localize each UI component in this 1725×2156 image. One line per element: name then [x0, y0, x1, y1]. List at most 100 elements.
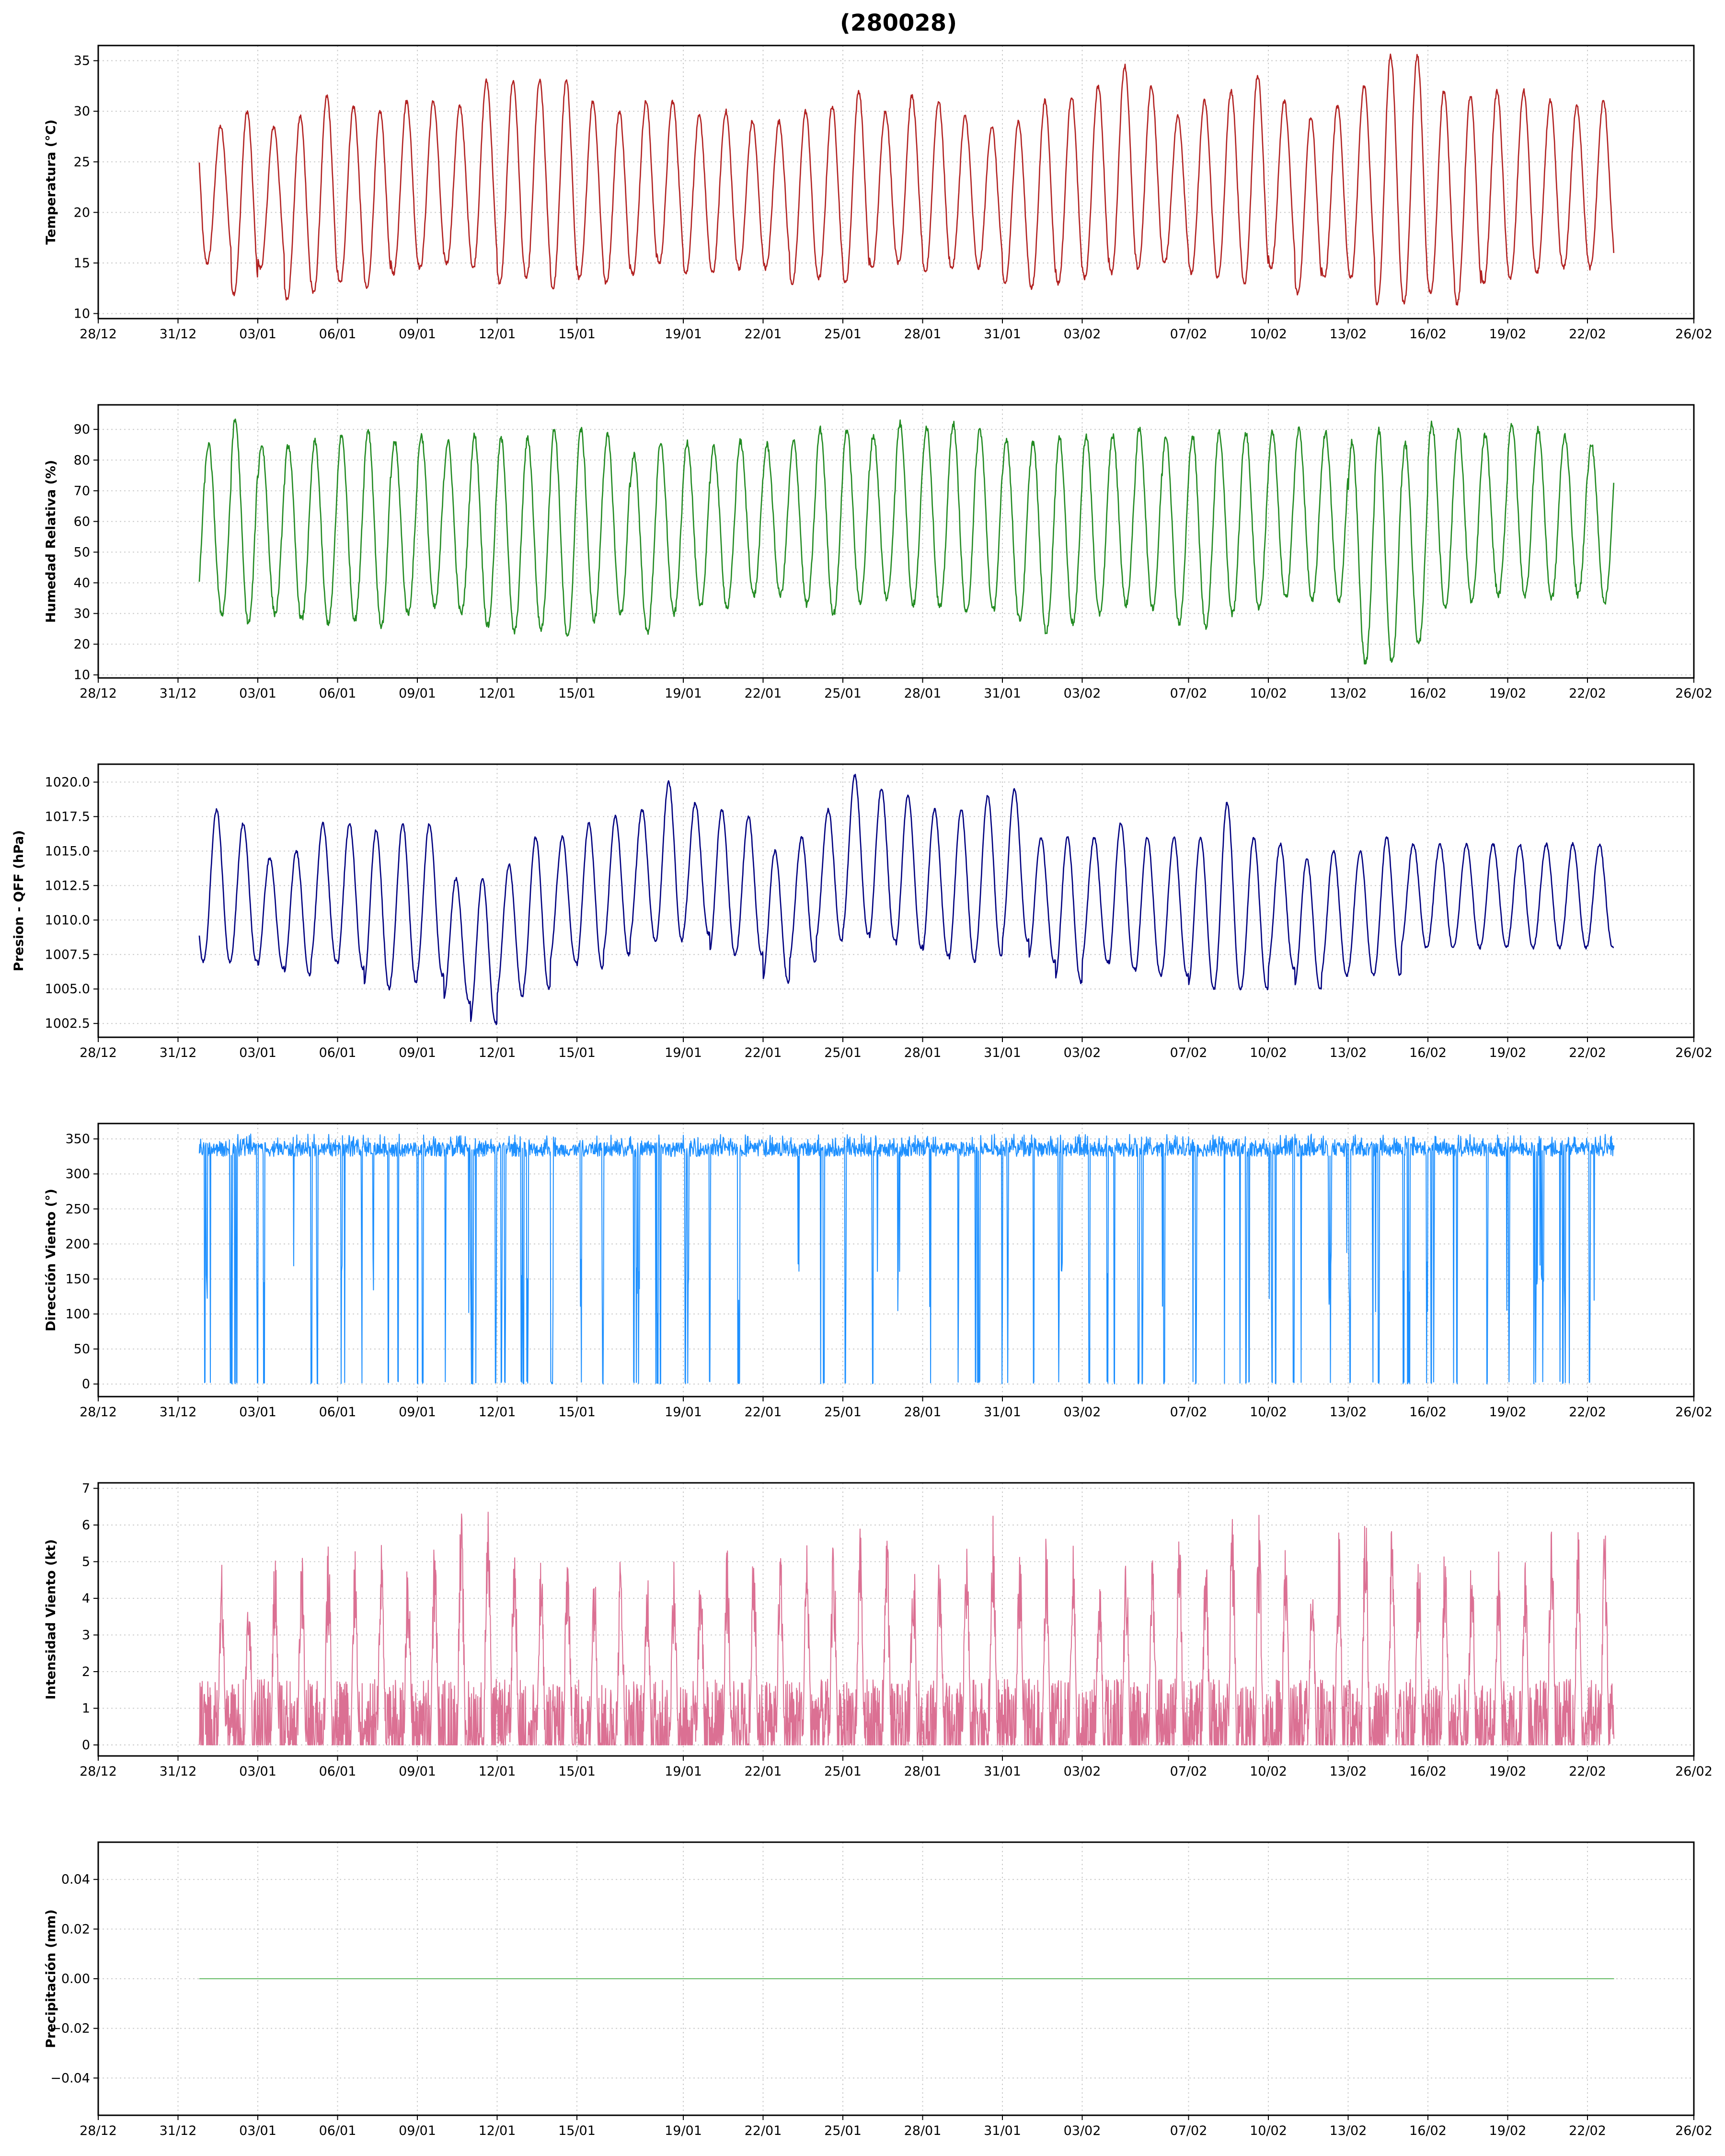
x-tick-label: 31/12	[160, 2123, 197, 2138]
x-tick-label: 19/01	[665, 1045, 702, 1060]
series-line-intensidad_viento	[198, 1512, 1615, 1745]
x-tick-label: 22/02	[1569, 327, 1606, 342]
x-tick-label: 19/02	[1489, 2123, 1527, 2138]
x-tick-label: 22/01	[745, 1405, 782, 1420]
x-tick-label: 22/01	[745, 686, 782, 701]
y-tick-label: 40	[74, 575, 90, 590]
y-tick-label: 6	[82, 1518, 90, 1533]
y-axis-label: Dirección Viento (°)	[44, 1189, 58, 1331]
x-tick-label: 09/01	[399, 1764, 436, 1779]
x-tick-label: 03/01	[239, 1764, 276, 1779]
x-tick-label: 19/02	[1489, 686, 1527, 701]
x-tick-label: 09/01	[399, 1405, 436, 1420]
x-tick-label: 31/12	[160, 686, 197, 701]
grid	[98, 764, 1694, 1037]
y-tick-label: 20	[74, 637, 90, 652]
x-tick-label: 13/02	[1330, 1045, 1367, 1060]
panel-direccion_viento: 28/12 31/12 03/01 06/01 09/01 12/01 15/01 19/01…	[44, 1123, 1713, 1420]
x-tick-label: 03/02	[1064, 327, 1101, 342]
x-tick-label: 31/12	[160, 1405, 197, 1420]
y-tick-label: 80	[74, 453, 90, 468]
x-tick-label: 10/02	[1250, 1764, 1287, 1779]
y-tick-label: 35	[74, 54, 90, 69]
x-tick-label: 26/02	[1675, 1764, 1713, 1779]
x-tick-label: 07/02	[1170, 2123, 1208, 2138]
x-tick-label: 12/01	[479, 686, 516, 701]
x-tick-label: 09/01	[399, 686, 436, 701]
x-tick-label: 31/12	[160, 1045, 197, 1060]
x-tick-label: 31/01	[984, 1045, 1021, 1060]
x-tick-label: 03/01	[239, 327, 276, 342]
x-tick-label: 15/01	[558, 327, 596, 342]
x-tick-label: 22/02	[1569, 686, 1606, 701]
x-tick-label: 16/02	[1409, 1405, 1447, 1420]
x-tick-label: 26/02	[1675, 327, 1713, 342]
panel-humedad: 28/12 31/12 03/01 06/01 09/01 12/01 15/01 19/01…	[44, 404, 1713, 701]
x-tick-label: 19/01	[665, 1764, 702, 1779]
y-tick-label: 90	[74, 422, 90, 437]
x-tick-label: 19/01	[665, 327, 702, 342]
y-tick-label: 150	[65, 1272, 90, 1286]
x-tick-label: 22/02	[1569, 1764, 1606, 1779]
y-tick-label: 50	[74, 545, 90, 560]
x-tick-label: 31/01	[984, 1764, 1021, 1779]
panel-intensidad_viento: 28/12 31/12 03/01 06/01 09/01 12/01 15/01 19/01…	[44, 1481, 1713, 1779]
x-tick-label: 13/02	[1330, 1764, 1367, 1779]
y-tick-label: 1007.5	[45, 947, 90, 962]
y-tick-label: 300	[65, 1167, 90, 1181]
x-tick-label: 07/02	[1170, 1405, 1208, 1420]
x-tick-label: 22/01	[745, 1764, 782, 1779]
x-tick-label: 25/01	[824, 686, 862, 701]
y-tick-label: 200	[65, 1237, 90, 1251]
x-tick-label: 31/12	[160, 1764, 197, 1779]
y-tick-label: 3	[82, 1628, 90, 1643]
x-tick-label: 03/01	[239, 1405, 276, 1420]
y-tick-label: 1005.0	[45, 982, 90, 997]
y-tick-label: 10	[74, 668, 90, 683]
y-tick-label: 10	[74, 306, 90, 321]
figure-title: (280028)	[840, 10, 957, 36]
x-tick-label: 12/01	[479, 1405, 516, 1420]
x-tick-label: 10/02	[1250, 327, 1287, 342]
y-tick-label: 1	[82, 1701, 90, 1716]
y-axis-label: Presion - QFF (hPa)	[12, 830, 26, 972]
y-tick-label: 2	[82, 1664, 90, 1679]
x-tick-label: 22/02	[1569, 2123, 1606, 2138]
x-tick-label: 28/01	[904, 1764, 942, 1779]
x-tick-label: 06/01	[319, 1405, 356, 1420]
x-tick-label: 10/02	[1250, 686, 1287, 701]
y-tick-label: 15	[74, 256, 90, 271]
y-tick-label: 1017.5	[45, 809, 90, 824]
x-tick-label: 09/01	[399, 1045, 436, 1060]
x-tick-label: 12/01	[479, 1764, 516, 1779]
x-tick-label: 07/02	[1170, 1764, 1208, 1779]
y-tick-label: −0.02	[50, 2021, 90, 2036]
series-line-direccion_viento	[198, 1133, 1615, 1385]
y-tick-label: 50	[74, 1342, 90, 1357]
x-tick-label: 03/01	[239, 686, 276, 701]
axes-frame	[97, 1482, 1695, 1757]
x-tick-label: 10/02	[1250, 1045, 1287, 1060]
panel-temperatura: 28/12 31/12 03/01 06/01 09/01 12/01 15/01 19/01…	[44, 45, 1713, 342]
y-axis-label: Humedad Relativa (%)	[44, 460, 58, 623]
x-tick-label: 13/02	[1330, 1405, 1367, 1420]
x-tick-label: 22/01	[745, 327, 782, 342]
x-tick-label: 07/02	[1170, 1045, 1208, 1060]
y-tick-label: 350	[65, 1132, 90, 1147]
x-tick-label: 28/01	[904, 686, 942, 701]
y-tick-label: −0.04	[50, 2071, 90, 2086]
x-tick-label: 22/02	[1569, 1405, 1606, 1420]
y-axis-label: Temperatura (°C)	[44, 119, 58, 245]
x-tick-label: 22/02	[1569, 1045, 1606, 1060]
y-tick-label: 1010.0	[45, 913, 90, 928]
y-tick-label: 30	[74, 104, 90, 119]
x-tick-label: 16/02	[1409, 1764, 1447, 1779]
y-tick-label: 100	[65, 1307, 90, 1322]
x-tick-label: 15/01	[558, 1045, 596, 1060]
x-tick-label: 28/12	[80, 2123, 117, 2138]
axes-frame	[97, 1123, 1695, 1398]
y-tick-label: 30	[74, 607, 90, 621]
x-tick-label: 28/01	[904, 327, 942, 342]
x-tick-label: 06/01	[319, 1045, 356, 1060]
